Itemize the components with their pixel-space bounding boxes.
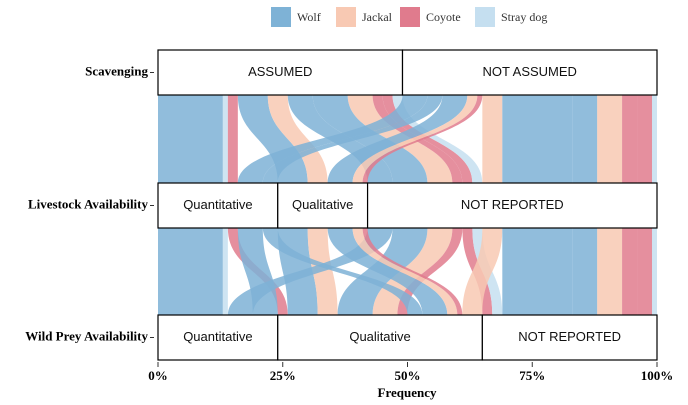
stratum-label: NOT REPORTED [461, 197, 564, 212]
flow [622, 228, 638, 315]
flow [502, 228, 573, 315]
flow [312, 95, 428, 183]
flow [237, 95, 428, 183]
axis-label: Scavenging [85, 63, 148, 78]
stratum-label: ASSUMED [248, 64, 312, 79]
legend-label: Jackal [362, 10, 393, 24]
stratum-label: Quantitative [183, 197, 252, 212]
flow [227, 95, 238, 183]
stratum [277, 182, 369, 229]
stratum-label: Quantitative [183, 329, 252, 344]
legend-label: Wolf [297, 10, 321, 24]
flow [622, 95, 638, 183]
flow [267, 95, 328, 183]
flow [262, 228, 423, 315]
flow [392, 95, 483, 183]
flow [637, 228, 653, 315]
flow [462, 228, 503, 315]
flow [327, 228, 448, 315]
flow [597, 228, 623, 315]
stratum-label: Qualitative [292, 197, 353, 212]
flow [327, 95, 468, 183]
legend-swatch [400, 7, 420, 27]
axis-label: Livestock Availability [28, 196, 149, 211]
flow [652, 228, 657, 315]
flow [362, 95, 483, 183]
flow [397, 228, 463, 315]
axis-label: Wild Prey Availability [25, 328, 148, 343]
x-tick-label: 75% [519, 368, 545, 383]
flow [362, 228, 463, 315]
legend-swatch [271, 7, 291, 27]
flow [227, 228, 393, 315]
flow [222, 95, 228, 183]
stratum-label: NOT REPORTED [518, 329, 621, 344]
flow [597, 95, 623, 183]
stratum [157, 314, 279, 361]
stratum [481, 314, 658, 361]
flow [652, 95, 657, 183]
flow [158, 95, 223, 183]
x-tick-label: 100% [641, 368, 674, 383]
stratum-label: NOT ASSUMED [483, 64, 577, 79]
x-tick-label: 50% [395, 368, 421, 383]
flow [572, 228, 598, 315]
stratum [157, 49, 404, 96]
flow [482, 95, 503, 183]
stratum-label: Qualitative [349, 329, 410, 344]
flow [158, 228, 223, 315]
flow [382, 95, 473, 183]
flow [222, 228, 228, 315]
x-tick-label: 0% [148, 368, 168, 383]
x-axis-label: Frequency [378, 385, 437, 400]
flow [502, 95, 573, 183]
stratum [366, 182, 658, 229]
flows [158, 95, 657, 315]
flow [262, 95, 443, 183]
legend-label: Coyote [426, 10, 461, 24]
flow [352, 228, 458, 315]
x-tick-label: 25% [270, 368, 296, 383]
flow [572, 95, 598, 183]
legend-swatch [336, 7, 356, 27]
flow [637, 95, 653, 183]
flow [237, 228, 278, 315]
stratum [401, 49, 658, 96]
legend-label: Stray dog [501, 10, 547, 24]
legend-swatch [475, 7, 495, 27]
flow [352, 95, 478, 183]
stratum [277, 314, 483, 361]
